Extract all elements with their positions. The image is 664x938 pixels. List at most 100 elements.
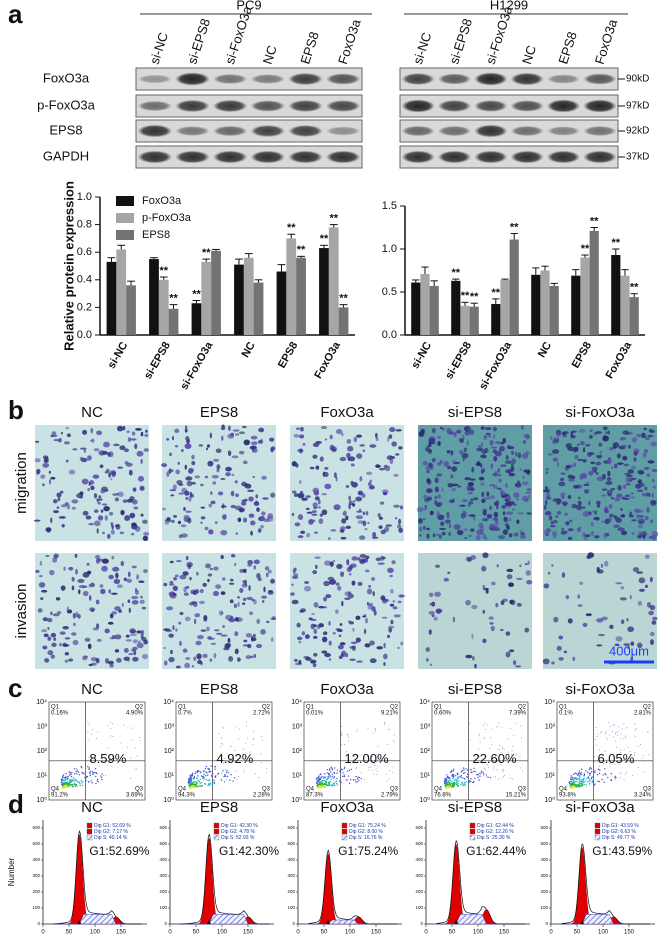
cell (468, 429, 475, 436)
bar (319, 248, 329, 335)
event (101, 779, 103, 781)
event (318, 786, 320, 788)
cell (485, 432, 491, 435)
cell (465, 654, 473, 659)
event (72, 777, 75, 779)
event (328, 780, 331, 783)
cell (467, 492, 474, 495)
cell (126, 578, 133, 583)
blot-band (474, 150, 508, 164)
cell (427, 462, 433, 468)
cell (425, 446, 431, 452)
event (590, 772, 592, 774)
cell (336, 563, 343, 569)
event (616, 734, 618, 736)
cell (110, 529, 115, 535)
event (315, 777, 318, 780)
event (573, 783, 576, 785)
significance: ** (612, 237, 621, 249)
event (623, 723, 625, 725)
quadrant-value: 0.01% (306, 711, 324, 717)
bar (509, 239, 519, 335)
cell (425, 647, 430, 652)
cell (604, 509, 610, 514)
cell (499, 445, 505, 452)
cell (244, 483, 252, 489)
cell (327, 537, 331, 540)
event (599, 732, 601, 734)
cell (175, 469, 180, 475)
cell (234, 631, 239, 637)
cell (144, 433, 149, 438)
event (368, 766, 370, 768)
cell (322, 471, 326, 477)
cell (556, 461, 560, 468)
quadrant-name: Q3 (518, 787, 527, 793)
cell (478, 476, 485, 481)
cell (183, 592, 189, 596)
cell (60, 504, 67, 508)
event (323, 782, 326, 785)
legend-label: Dip G1: 52.69 % (94, 823, 131, 829)
cell (180, 524, 187, 528)
cell (522, 440, 527, 444)
cell (184, 490, 190, 496)
cell (140, 434, 144, 437)
blot-band (510, 100, 544, 112)
cell (313, 506, 318, 510)
cell (324, 438, 328, 441)
event (614, 763, 616, 765)
event (607, 776, 609, 779)
event (480, 771, 483, 774)
cell (461, 498, 468, 503)
cell (482, 609, 486, 614)
cell (349, 658, 356, 661)
cell (265, 572, 269, 578)
cell (184, 443, 192, 449)
event (239, 728, 241, 730)
cell (650, 639, 654, 646)
y-tick-label: 10¹ (292, 772, 303, 779)
quadrant-value: 7.39% (509, 711, 527, 717)
bar (191, 303, 202, 335)
event (338, 770, 341, 772)
event (581, 784, 584, 786)
cell (507, 582, 515, 588)
event (318, 781, 321, 783)
plot-title: si-FoxO3a (565, 799, 635, 816)
x-tick-label: 0 (168, 930, 172, 936)
event (633, 754, 635, 756)
cell (510, 450, 515, 455)
cell (356, 434, 363, 438)
event (461, 770, 464, 772)
event (637, 745, 639, 747)
event (613, 724, 615, 726)
event (197, 775, 199, 777)
event (502, 771, 504, 773)
event (107, 724, 109, 726)
legend-swatch (86, 822, 93, 829)
event (393, 741, 395, 743)
event (330, 778, 332, 781)
cell (627, 469, 635, 474)
cell (214, 521, 218, 525)
cell (595, 431, 603, 434)
event (585, 784, 588, 786)
cell (617, 484, 622, 491)
cell (220, 591, 226, 595)
cell (481, 498, 486, 504)
cell (606, 458, 612, 465)
cell (90, 439, 93, 442)
event (350, 768, 353, 771)
event (588, 780, 590, 783)
event (68, 782, 70, 785)
cell (209, 568, 214, 571)
cell (168, 656, 175, 663)
cell (595, 472, 599, 475)
bar (338, 307, 349, 335)
event (222, 727, 224, 729)
cell (603, 434, 607, 441)
cell (303, 585, 312, 592)
event (573, 784, 576, 786)
cell (626, 645, 631, 650)
